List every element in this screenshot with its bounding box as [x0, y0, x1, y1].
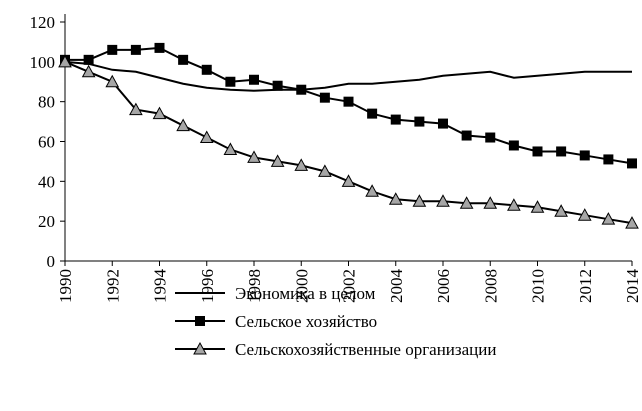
series-line [64, 60, 633, 225]
point [343, 96, 354, 107]
x-tick-label: 2010 [529, 269, 548, 303]
point [436, 194, 450, 207]
point [83, 54, 94, 65]
point [199, 130, 214, 144]
point [152, 106, 167, 120]
point [388, 192, 403, 205]
point [178, 54, 189, 65]
point [627, 158, 637, 169]
legend-label: Сельское хозяйство [235, 312, 377, 331]
point [577, 208, 592, 221]
point [483, 196, 498, 209]
point [107, 44, 118, 55]
point [601, 212, 616, 225]
point [105, 74, 120, 88]
x-tick-label: 2008 [481, 269, 500, 303]
point [272, 80, 283, 91]
point [390, 114, 401, 125]
point [58, 54, 72, 68]
point [556, 146, 567, 157]
point [201, 64, 212, 75]
point [485, 132, 496, 143]
point [579, 150, 590, 161]
x-tick-label: 1990 [56, 269, 75, 303]
point [438, 118, 448, 129]
y-tick-label: 0 [47, 252, 56, 271]
point [319, 92, 330, 103]
point [294, 158, 309, 171]
x-tick-label: 1998 [245, 269, 264, 303]
series-line [64, 60, 632, 92]
y-tick-label: 60 [38, 133, 55, 152]
legend-marker [193, 341, 207, 355]
point [508, 140, 519, 151]
point [554, 204, 568, 217]
legend-marker [195, 316, 205, 326]
x-tick-label: 2002 [340, 269, 359, 303]
point [530, 200, 545, 213]
point [130, 44, 141, 55]
point [154, 42, 165, 53]
point [367, 108, 378, 119]
point [341, 174, 356, 187]
legend-label: Экономика в целом [235, 284, 376, 303]
point [223, 142, 238, 155]
point [270, 154, 285, 167]
y-tick-label: 100 [30, 53, 56, 72]
x-tick-label: 2012 [576, 269, 595, 303]
y-tick-label: 80 [38, 93, 55, 112]
y-tick-label: 120 [30, 13, 56, 32]
legend-label: Сельскохозяйственные организации [235, 340, 496, 359]
x-tick-label: 2000 [292, 269, 311, 303]
point [507, 198, 521, 211]
point [296, 84, 307, 95]
x-tick-label: 1994 [151, 269, 170, 304]
point [129, 102, 143, 116]
x-tick-label: 1996 [198, 269, 217, 303]
x-tick-label: 2006 [434, 269, 453, 303]
point [247, 150, 261, 163]
point [249, 74, 259, 85]
y-tick-label: 20 [38, 212, 55, 231]
x-tick-label: 2004 [387, 269, 406, 304]
point [625, 216, 639, 229]
x-tick-label: 2014 [623, 269, 642, 304]
y-tick-label: 40 [38, 172, 55, 191]
point [365, 184, 379, 197]
point [459, 196, 474, 209]
point [414, 116, 425, 127]
point [81, 64, 96, 78]
point [412, 194, 427, 207]
x-tick-label: 1992 [103, 269, 122, 303]
point [603, 154, 614, 165]
point [318, 164, 332, 177]
point [461, 130, 472, 141]
point [532, 146, 543, 157]
point [225, 76, 236, 87]
point [176, 118, 190, 132]
